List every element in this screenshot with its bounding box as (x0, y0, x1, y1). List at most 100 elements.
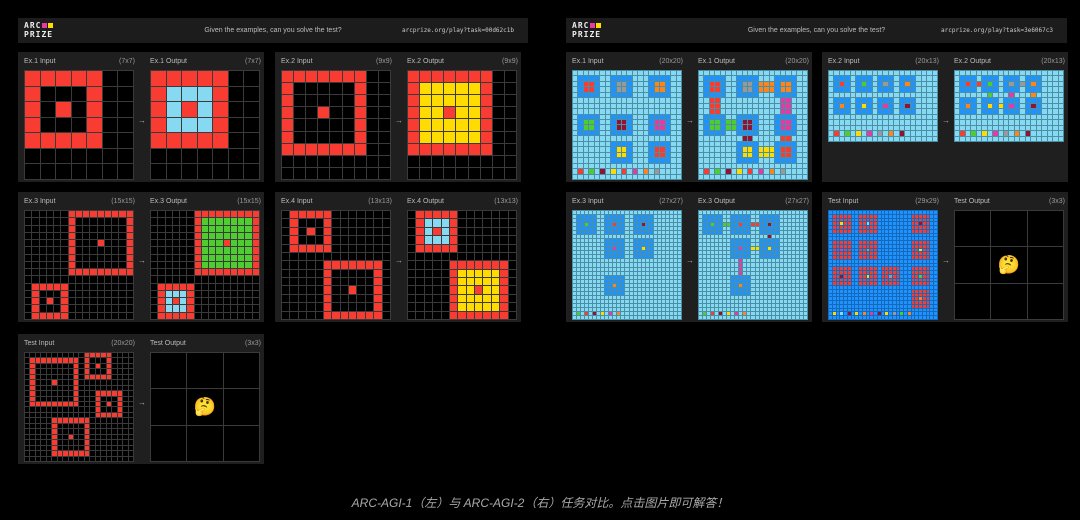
grid-cell (420, 143, 432, 155)
grid-cell (982, 109, 987, 114)
grid-cell (282, 294, 290, 303)
grid-cell (743, 259, 747, 263)
grid-cell[interactable] (223, 353, 259, 389)
grid-cell (892, 271, 896, 274)
grid-cell (795, 283, 799, 287)
grid-cell (90, 391, 95, 396)
grid-cell (101, 418, 106, 423)
grid-cell[interactable] (187, 389, 223, 425)
grid-cell (859, 233, 862, 237)
grid-cell (589, 315, 593, 319)
grid-cell (187, 254, 194, 261)
grid-cell (306, 167, 318, 179)
test-output-grid[interactable]: 🤔 (150, 352, 260, 462)
grid-cell[interactable] (187, 425, 223, 461)
grid-cell[interactable] (223, 425, 259, 461)
example-panel[interactable]: Ex.3 Input (15x15) Ex.3 Output (15x15) → (18, 192, 264, 322)
grid-cell (791, 303, 795, 307)
grid-cell (79, 369, 84, 374)
grid-cell (874, 271, 877, 274)
grid-cell (836, 233, 840, 237)
grid-cell (715, 231, 719, 235)
grid-cell (649, 125, 654, 130)
grid-cell (601, 303, 605, 307)
grid-cell (829, 278, 832, 282)
grid-cell (889, 263, 892, 267)
grid-cell[interactable] (151, 389, 187, 425)
grid-cell[interactable] (223, 389, 259, 425)
example-panel[interactable]: Ex.2 Input (20x13) Ex.2 Output (20x13) → (822, 52, 1068, 182)
grid-cell (627, 81, 632, 87)
grid-cell (609, 227, 613, 231)
grid-cell (926, 237, 930, 241)
grid-cell (654, 120, 660, 125)
arc-prize-logo[interactable]: ARC PRIZE (572, 21, 602, 39)
grid-cell (715, 259, 719, 263)
grid-cell (583, 136, 589, 141)
grid-cell (627, 103, 632, 109)
grid-cell (751, 279, 755, 283)
grid-cell[interactable] (151, 425, 187, 461)
grid-cell (30, 407, 35, 412)
grid-cell (252, 283, 259, 290)
grid-cell (252, 240, 259, 247)
grid-cell (56, 164, 71, 179)
grid-cell (726, 87, 731, 92)
output-side: Ex.4 Output (13x13) (401, 192, 524, 322)
grid-cell (847, 271, 851, 274)
grid-cell (836, 244, 840, 248)
example-panel[interactable]: Ex.1 Input (7x7) Ex.1 Output (7x7) → (18, 52, 264, 182)
arc-prize-logo[interactable]: ARC PRIZE (24, 21, 54, 39)
grid-cell[interactable] (151, 353, 187, 389)
example-panel[interactable]: Ex.1 Input (20x20) Ex.1 Output (20x20) → (566, 52, 812, 182)
grid-cell (32, 218, 39, 225)
grid-cell (441, 278, 449, 286)
grid-cell (707, 267, 711, 271)
example-panel[interactable]: Ex.4 Input (13x13) Ex.4 Output (13x13) → (275, 192, 521, 322)
grid-cell (723, 251, 727, 255)
grid-cell (589, 169, 594, 174)
grid-cell[interactable] (187, 353, 223, 389)
grid-cell (775, 81, 780, 87)
grid-cell (763, 279, 767, 283)
task-url-link[interactable]: arcprize.org/play?task=3e6067c3 (941, 27, 1053, 34)
grid-cell (934, 256, 937, 259)
grid-cell (613, 275, 617, 279)
grid-cell (748, 163, 753, 169)
grid-cell (340, 278, 349, 286)
grid-cell (52, 363, 57, 369)
grid-cell (874, 278, 877, 282)
grid-cell (715, 163, 720, 169)
grid-cell (71, 148, 87, 164)
grid-cell (677, 315, 681, 319)
grid-cell (747, 247, 751, 251)
grid-cell (753, 71, 758, 76)
grid-cell (601, 279, 605, 283)
grid-cell (916, 92, 921, 98)
grid-cell (904, 241, 907, 244)
grid-cell (707, 251, 711, 255)
grid-cell (609, 315, 613, 319)
grid-cell (57, 434, 63, 440)
grid-cell (323, 236, 332, 244)
task-url-link[interactable]: arcprize.org/play?task=00d62c1b (402, 27, 514, 34)
grid-cell (601, 247, 605, 251)
grid-cell (899, 131, 905, 136)
grid-cell (585, 283, 589, 287)
example-panel[interactable]: Ex.2 Input (9x9) Ex.2 Output (9x9) → (275, 52, 521, 182)
grid-cell (342, 167, 354, 179)
grid-cell (862, 267, 866, 271)
grid-cell (456, 107, 468, 119)
grid-cell (252, 312, 259, 319)
grid-cell (677, 271, 681, 275)
grid-cell (737, 163, 742, 169)
grid-cell (585, 263, 589, 267)
grid-cell (611, 98, 616, 103)
grid-cell (25, 434, 30, 440)
example-panel[interactable]: Test Input (20x20) Test Output (3x3) 🤔 → (18, 334, 264, 464)
grid-cell (885, 241, 889, 244)
example-panel[interactable]: Test Input (29x29) Test Output (3x3) 🤔 → (822, 192, 1068, 322)
grid-cell (915, 282, 919, 286)
grid-cell (704, 109, 709, 114)
example-panel[interactable]: Ex.3 Input (27x27) Ex.3 Output (27x27) → (566, 192, 812, 322)
